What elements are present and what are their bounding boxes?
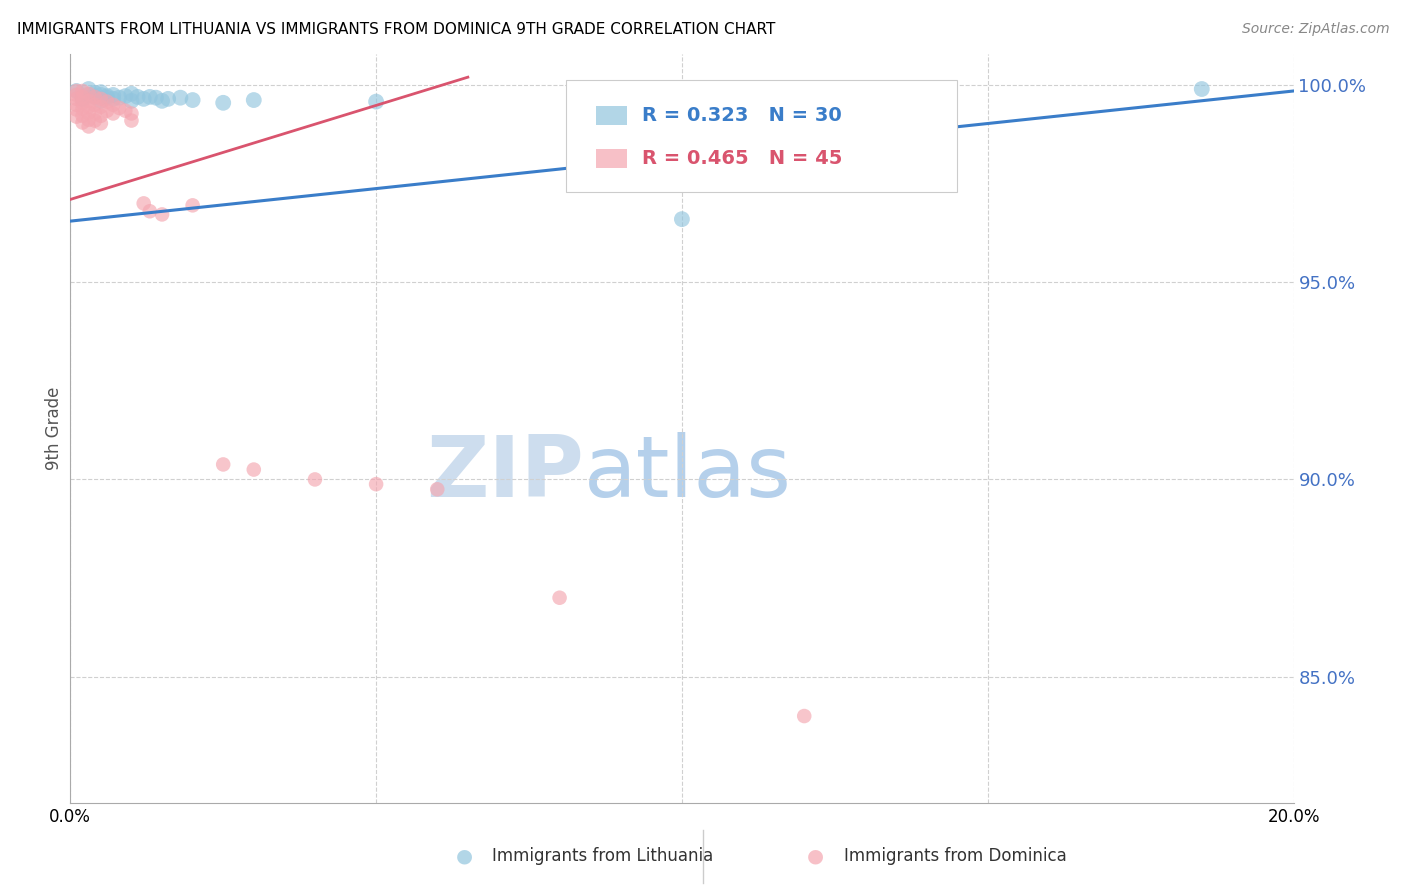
Point bbox=[157, 92, 180, 106]
Point bbox=[366, 477, 388, 491]
Point bbox=[243, 462, 266, 476]
Point bbox=[72, 84, 94, 98]
Text: Source: ZipAtlas.com: Source: ZipAtlas.com bbox=[1241, 22, 1389, 37]
Point bbox=[77, 105, 100, 120]
Point bbox=[671, 212, 693, 227]
Point bbox=[426, 483, 449, 497]
Point bbox=[101, 92, 124, 106]
Point bbox=[127, 90, 149, 104]
Point bbox=[65, 87, 87, 102]
FancyBboxPatch shape bbox=[596, 149, 627, 168]
Point bbox=[548, 591, 571, 605]
Point bbox=[793, 709, 815, 723]
Point bbox=[366, 95, 388, 109]
Point bbox=[83, 97, 105, 112]
Text: Immigrants from Dominica: Immigrants from Dominica bbox=[844, 847, 1066, 865]
Point bbox=[150, 94, 173, 108]
Point bbox=[212, 95, 235, 110]
Point bbox=[72, 92, 94, 106]
Text: ●: ● bbox=[456, 847, 472, 866]
Point bbox=[77, 120, 100, 134]
Text: R = 0.323   N = 30: R = 0.323 N = 30 bbox=[641, 106, 841, 125]
Point bbox=[101, 87, 124, 102]
Point bbox=[90, 87, 112, 102]
Point bbox=[121, 94, 143, 108]
Point bbox=[132, 196, 155, 211]
Point bbox=[132, 92, 155, 106]
Point bbox=[65, 92, 87, 106]
Point bbox=[72, 90, 94, 104]
Point bbox=[72, 115, 94, 129]
Point bbox=[90, 116, 112, 130]
Point bbox=[243, 93, 266, 107]
Point bbox=[90, 109, 112, 123]
Point bbox=[90, 94, 112, 108]
Point bbox=[121, 106, 143, 120]
Point bbox=[96, 89, 118, 103]
Point bbox=[121, 87, 143, 101]
Point bbox=[212, 458, 235, 472]
Point bbox=[77, 94, 100, 108]
FancyBboxPatch shape bbox=[596, 106, 627, 125]
Point bbox=[83, 86, 105, 100]
Text: ZIP: ZIP bbox=[426, 432, 583, 515]
Point bbox=[169, 91, 191, 105]
Point bbox=[101, 106, 124, 120]
Point bbox=[65, 97, 87, 112]
Point bbox=[65, 103, 87, 117]
Point bbox=[108, 91, 131, 105]
Point bbox=[139, 90, 162, 104]
Point bbox=[121, 113, 143, 128]
Point bbox=[83, 90, 105, 104]
Point bbox=[77, 100, 100, 114]
Point bbox=[77, 87, 100, 101]
Text: IMMIGRANTS FROM LITHUANIA VS IMMIGRANTS FROM DOMINICA 9TH GRADE CORRELATION CHAR: IMMIGRANTS FROM LITHUANIA VS IMMIGRANTS … bbox=[17, 22, 775, 37]
Text: atlas: atlas bbox=[583, 432, 792, 515]
Point bbox=[96, 91, 118, 105]
FancyBboxPatch shape bbox=[565, 79, 957, 192]
Point bbox=[114, 103, 136, 118]
Point bbox=[77, 82, 100, 96]
Point bbox=[72, 102, 94, 116]
Point bbox=[96, 103, 118, 118]
Point bbox=[108, 101, 131, 115]
Text: R = 0.465   N = 45: R = 0.465 N = 45 bbox=[641, 149, 842, 168]
Point bbox=[90, 92, 112, 106]
Point bbox=[65, 84, 87, 98]
Text: Immigrants from Lithuania: Immigrants from Lithuania bbox=[492, 847, 713, 865]
Point bbox=[181, 93, 204, 107]
Point bbox=[114, 89, 136, 103]
Point bbox=[83, 90, 105, 104]
Point bbox=[139, 204, 162, 219]
Point bbox=[145, 91, 167, 105]
Point bbox=[83, 113, 105, 128]
Point bbox=[83, 106, 105, 120]
Point bbox=[90, 100, 112, 114]
Point bbox=[72, 109, 94, 123]
Point bbox=[181, 198, 204, 212]
Point bbox=[1191, 82, 1213, 96]
Point bbox=[150, 207, 173, 221]
Point bbox=[101, 97, 124, 112]
Point bbox=[304, 472, 326, 486]
Point bbox=[77, 112, 100, 127]
Y-axis label: 9th Grade: 9th Grade bbox=[45, 386, 63, 470]
Point bbox=[72, 95, 94, 110]
Text: ●: ● bbox=[807, 847, 824, 866]
Point bbox=[65, 84, 87, 98]
Point bbox=[96, 95, 118, 109]
Point bbox=[65, 110, 87, 124]
Point bbox=[90, 85, 112, 99]
Point bbox=[77, 87, 100, 102]
